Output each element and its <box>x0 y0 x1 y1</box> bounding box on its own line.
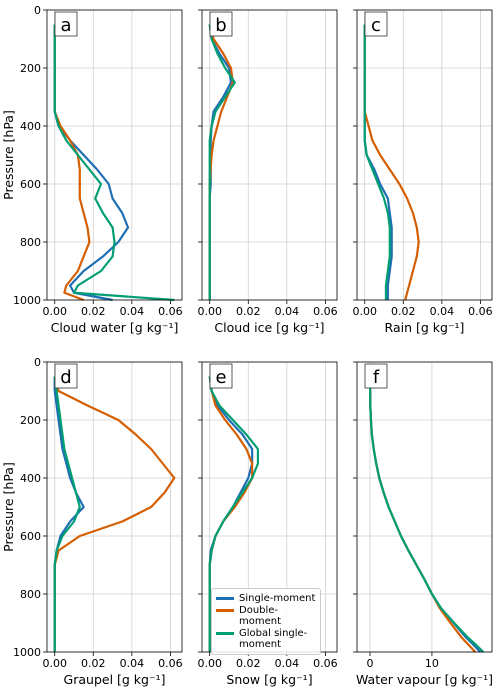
x-tick-label: 0.00 <box>42 657 67 670</box>
legend-swatch <box>216 609 234 612</box>
y-tick-label: 200 <box>20 414 41 427</box>
legend-swatch <box>216 597 234 600</box>
axes-frame <box>201 9 338 301</box>
y-tick-label: 1000 <box>13 646 41 659</box>
x-axis-label: Snow [g kg⁻¹] <box>226 672 312 687</box>
panel-label-box <box>364 11 388 37</box>
x-tick-label: 0.02 <box>391 305 416 318</box>
y-tick-label: 200 <box>20 62 41 75</box>
y-tick-label: 600 <box>20 178 41 191</box>
x-tick-label: 0.02 <box>236 305 261 318</box>
legend-entry: Double-moment <box>216 605 316 627</box>
legend-label: Single-moment <box>239 593 316 604</box>
legend-label: Double-moment <box>239 605 282 627</box>
y-tick-label: 0 <box>34 356 41 369</box>
x-tick-label: 0.00 <box>352 305 377 318</box>
series-line <box>208 24 236 300</box>
axes-frame <box>356 361 493 653</box>
panel-label: c <box>371 15 381 36</box>
series-line <box>53 376 176 652</box>
series-line <box>53 376 81 652</box>
x-tick-label: 0.04 <box>275 657 300 670</box>
series-line <box>53 24 130 302</box>
series-line <box>368 376 485 653</box>
y-axis-label: Pressure [hPa] <box>1 462 16 552</box>
x-axis-label: Water vapour [g kg⁻¹] <box>356 672 493 687</box>
x-tick-label: 0.00 <box>42 305 67 318</box>
series-line <box>208 376 260 652</box>
x-tick-label: 0.00 <box>197 657 222 670</box>
x-tick-label: 0.02 <box>236 657 261 670</box>
legend: Single-moment Double-moment Global single-… <box>211 588 321 655</box>
series-line <box>208 24 233 300</box>
panel-label: e <box>215 367 226 388</box>
panel-label: d <box>60 367 71 388</box>
y-tick-label: 800 <box>20 588 41 601</box>
x-tick-label: 0.06 <box>313 305 338 318</box>
y-tick-label: 1000 <box>13 294 41 307</box>
panel-label-box <box>209 11 233 37</box>
x-axis-label: Rain [g kg⁻¹] <box>385 320 465 335</box>
x-tick-label: 0 <box>367 657 374 670</box>
series-line <box>53 24 175 302</box>
series-line <box>363 24 391 300</box>
series-line <box>368 376 482 653</box>
axes-frame <box>356 9 493 301</box>
x-tick-label: 10 <box>425 657 439 670</box>
y-tick-label: 400 <box>20 120 41 133</box>
legend-label: Global single-moment <box>239 628 308 650</box>
panel-label: b <box>215 15 226 36</box>
legend-entry: Single-moment <box>216 593 316 604</box>
x-axis-label: Graupel [g kg⁻¹] <box>64 672 166 687</box>
axes-frame <box>46 361 183 653</box>
y-tick-label: 0 <box>34 4 41 17</box>
x-tick-label: 0.06 <box>158 305 183 318</box>
x-axis-label: Cloud water [g kg⁻¹] <box>51 320 179 335</box>
x-tick-label: 0.04 <box>120 305 145 318</box>
x-tick-label: 0.06 <box>158 657 183 670</box>
series-line <box>368 376 477 653</box>
x-tick-label: 0.06 <box>468 305 493 318</box>
panel-label: a <box>60 15 71 36</box>
panel-label-box <box>54 363 78 389</box>
panel-label: f <box>373 367 380 388</box>
x-tick-label: 0.06 <box>313 657 338 670</box>
x-tick-label: 0.00 <box>197 305 222 318</box>
axes-frame <box>46 9 183 301</box>
panel-label-box <box>54 11 78 37</box>
x-tick-label: 0.02 <box>81 305 106 318</box>
panel-label-box <box>209 363 233 389</box>
x-tick-label: 0.04 <box>430 305 455 318</box>
legend-entry: Global single-moment <box>216 628 316 650</box>
x-tick-label: 0.02 <box>81 657 106 670</box>
legend-swatch <box>216 632 234 635</box>
panel-label-box <box>364 363 388 389</box>
series-line <box>53 376 85 652</box>
series-line <box>208 24 234 300</box>
x-tick-label: 0.04 <box>275 305 300 318</box>
x-axis-label: Cloud ice [g kg⁻¹] <box>214 320 324 335</box>
x-tick-label: 0.04 <box>120 657 145 670</box>
y-tick-label: 800 <box>20 236 41 249</box>
y-tick-label: 400 <box>20 472 41 485</box>
y-tick-label: 600 <box>20 530 41 543</box>
y-axis-label: Pressure [hPa] <box>1 110 16 200</box>
